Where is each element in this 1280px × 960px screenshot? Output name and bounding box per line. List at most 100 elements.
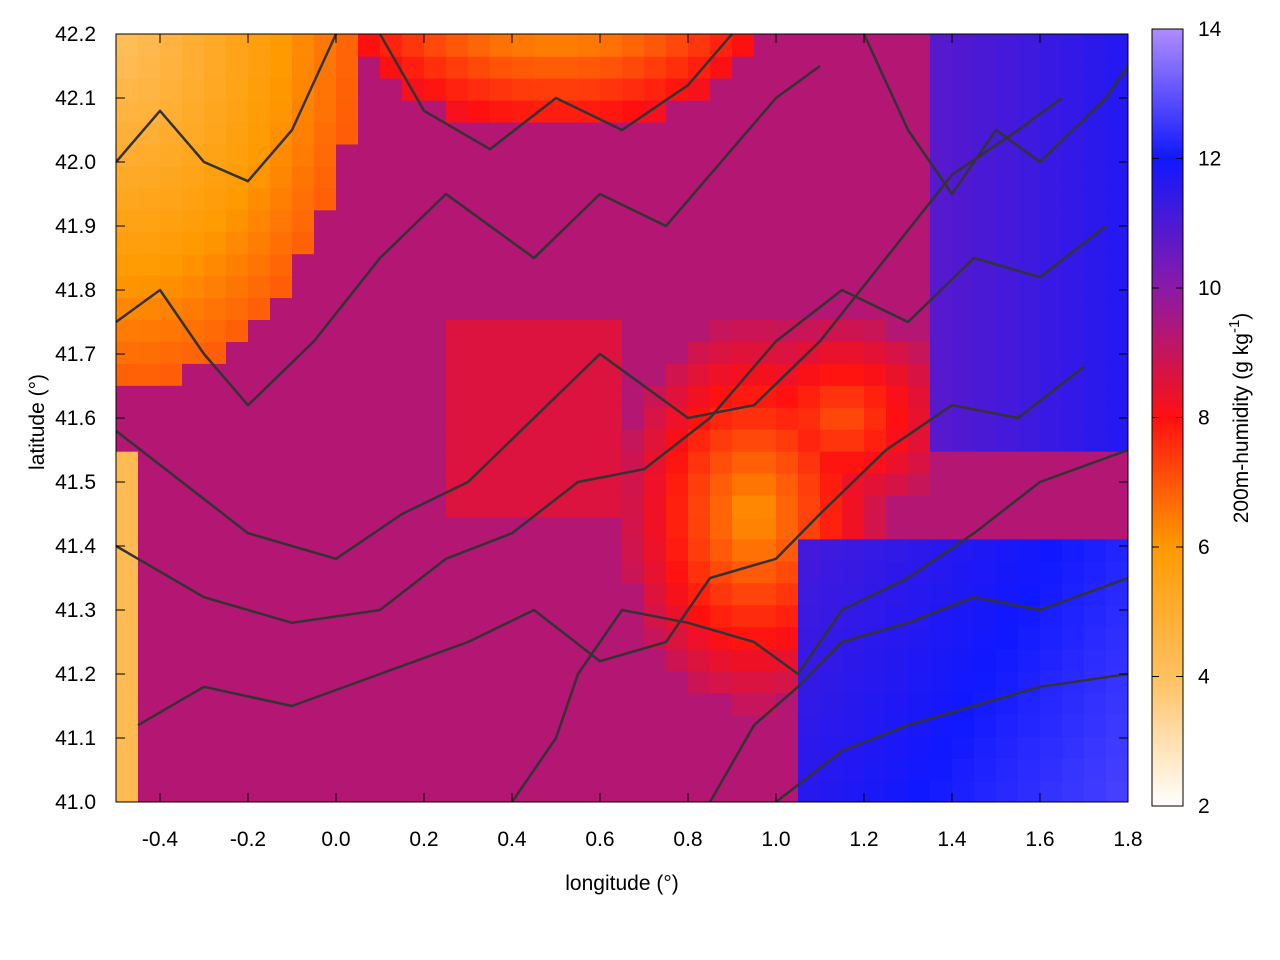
heatmap-cell [182,231,205,255]
heatmap-cell [688,319,711,342]
heatmap-cell [952,472,975,496]
heatmap-cell [754,407,777,430]
heatmap-cell [732,560,755,584]
heatmap-cell [358,99,381,123]
heatmap-cell [908,648,931,672]
heatmap-cell [292,494,315,518]
heatmap-cell [490,253,513,277]
heatmap-cell [270,516,293,540]
heatmap-cell [358,34,381,57]
heatmap-cell [600,516,623,540]
heatmap-cell [732,231,755,255]
heatmap-cell [842,55,865,79]
heatmap-cell [556,165,579,189]
heatmap-cell [974,209,997,233]
heatmap-cell [402,626,425,650]
heatmap-cell [842,582,865,606]
heatmap-cell [490,275,513,299]
contour-line [378,34,733,151]
heatmap-cell [1040,275,1063,299]
heatmap-cell [600,165,623,189]
heatmap-cell [578,297,601,320]
heatmap-cell [622,143,645,167]
heatmap-cell [292,604,315,628]
heatmap-cell [666,670,689,693]
heatmap-cell [358,253,381,277]
heatmap-cell [270,209,293,233]
heatmap-cell [182,319,205,342]
heatmap-cell [930,670,953,693]
heatmap-cell [160,450,183,474]
heatmap-cell [842,77,865,101]
heatmap-cell [732,319,755,342]
heatmap-cell [886,472,909,496]
heatmap-cell [402,714,425,737]
heatmap-cell [336,450,359,474]
heatmap-cell [930,780,953,802]
heatmap-cell [358,275,381,299]
heatmap-cell [468,407,491,430]
heatmap-cell [798,143,821,167]
heatmap-cell [622,34,645,57]
heatmap-cell [1018,165,1041,189]
heatmap-cell [974,99,997,123]
heatmap-cell [160,34,183,57]
heatmap-cell [842,604,865,628]
heatmap-cell [952,231,975,255]
heatmap-cell [446,407,469,430]
heatmap-cell [336,494,359,518]
heatmap-cell [578,604,601,628]
heatmap-cell [292,429,315,452]
heatmap-cell [116,165,139,189]
heatmap-cell [314,429,337,452]
heatmap-cell [160,165,183,189]
heatmap-cell [138,341,161,364]
heatmap-cell [930,385,953,408]
heatmap-cell [930,34,953,57]
heatmap-cell [644,55,667,79]
heatmap-cell [842,34,865,57]
heatmap-cell [688,494,711,518]
heatmap-cell [1084,297,1107,320]
heatmap-cell [798,77,821,101]
heatmap-cell [380,494,403,518]
heatmap-cell [160,77,183,101]
heatmap-cell [776,407,799,430]
heatmap-cell [864,560,887,584]
heatmap-cell [1018,121,1041,145]
heatmap-cell [226,450,249,474]
heatmap-cell [138,692,161,715]
heatmap-cell [644,472,667,496]
colorbar-tick-label: 12 [1198,148,1221,171]
heatmap-cell [182,34,205,57]
x-tick-label: 1.6 [1025,828,1054,851]
heatmap-cell [556,275,579,299]
heatmap-cell [512,472,535,496]
heatmap-cell [1084,604,1107,628]
heatmap-cell [908,516,931,540]
heatmap-cell [402,780,425,802]
heatmap-cell [226,341,249,364]
heatmap-cell [732,77,755,101]
heatmap-cell [886,143,909,167]
heatmap-cell [732,582,755,606]
heatmap-cell [886,319,909,342]
heatmap-cell [138,472,161,496]
heatmap-cell [270,275,293,299]
heatmap-cell [732,297,755,320]
heatmap-cell [358,758,381,781]
heatmap-cell [666,363,689,386]
heatmap-cell [226,714,249,737]
heatmap-cell [270,780,293,802]
heatmap-cell [798,385,821,408]
heatmap-cell [358,55,381,79]
heatmap-cell [820,736,843,759]
heatmap-cell [1106,472,1128,496]
heatmap-cell [974,604,997,628]
heatmap-cell [292,582,315,606]
heatmap-cell [688,516,711,540]
heatmap-cell [864,714,887,737]
heatmap-cell [908,297,931,320]
heatmap-cell [908,363,931,386]
heatmap-cell [622,231,645,255]
